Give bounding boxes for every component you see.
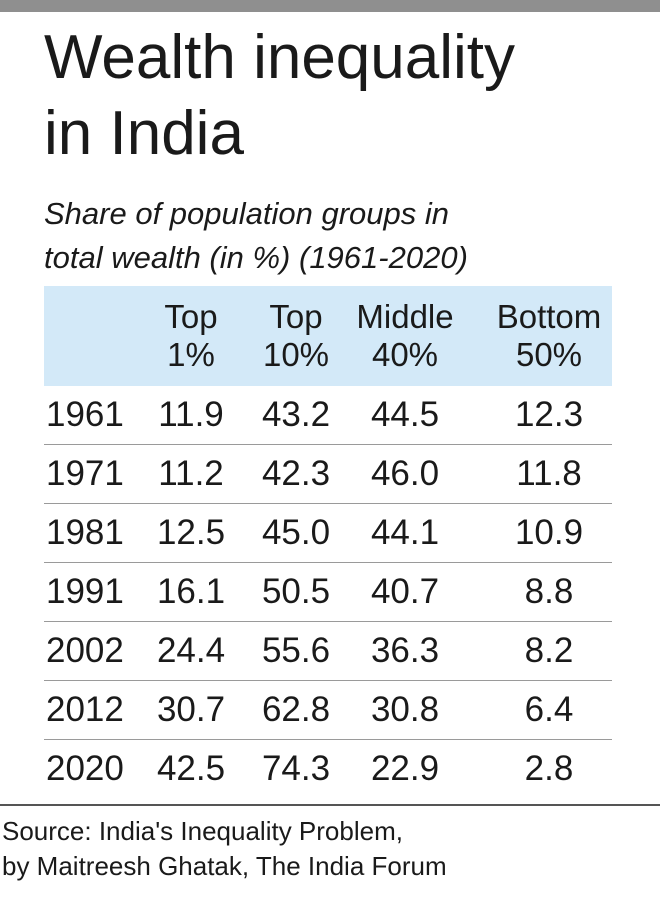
column-header-line: Middle [356, 298, 454, 335]
table-row: 2002 24.4 55.6 36.3 8.2 [44, 622, 612, 681]
title-line-2: in India [44, 99, 244, 168]
value-cell: 44.5 [370, 395, 440, 434]
year-cell: 1981 [46, 513, 124, 552]
year-cell: 2020 [46, 749, 124, 788]
value-cell: 36.3 [370, 631, 440, 670]
column-header-top-1: Top 1% [144, 298, 238, 374]
value-cell: 8.2 [524, 631, 574, 670]
value-cell: 46.0 [370, 454, 440, 493]
value-cell: 50.5 [261, 572, 331, 611]
value-cell: 10.9 [514, 513, 584, 552]
value-cell: 8.8 [524, 572, 574, 611]
table-row: 1981 12.5 45.0 44.1 10.9 [44, 504, 612, 563]
column-header-line: Bottom [496, 298, 602, 335]
title-line-1: Wealth inequality [44, 23, 516, 92]
year-cell: 2012 [46, 690, 124, 729]
source-divider [0, 804, 660, 806]
source-line-1: Source: India's Inequality Problem, [2, 816, 403, 846]
column-header-line: 1% [167, 336, 215, 373]
year-cell: 2002 [46, 631, 124, 670]
table-row: 2012 30.7 62.8 30.8 6.4 [44, 681, 612, 740]
value-cell: 2.8 [524, 749, 574, 788]
subtitle-line-1: Share of population groups in [44, 196, 450, 231]
value-cell: 6.4 [524, 690, 574, 729]
value-cell: 40.7 [370, 572, 440, 611]
subtitle-line-2: total wealth (in %) (1961-2020) [44, 240, 468, 275]
value-cell: 12.5 [156, 513, 226, 552]
value-cell: 55.6 [261, 631, 331, 670]
value-cell: 12.3 [514, 395, 584, 434]
value-cell: 45.0 [261, 513, 331, 552]
table-header: Top 1% Top 10% Middle 40% Bottom 50% [44, 286, 612, 386]
column-header-line: 40% [371, 336, 439, 373]
value-cell: 42.5 [156, 749, 226, 788]
value-cell: 44.1 [370, 513, 440, 552]
value-cell: 43.2 [261, 395, 331, 434]
wealth-share-table: Top 1% Top 10% Middle 40% Bottom 50% 196… [44, 286, 612, 798]
value-cell: 74.3 [261, 749, 331, 788]
value-cell: 11.9 [158, 395, 224, 434]
value-cell: 16.1 [156, 572, 226, 611]
value-cell: 24.4 [156, 631, 226, 670]
year-cell: 1991 [46, 572, 124, 611]
value-cell: 62.8 [261, 690, 331, 729]
table-row: 2020 42.5 74.3 22.9 2.8 [44, 740, 612, 798]
column-header-line: 10% [262, 336, 330, 373]
value-cell: 42.3 [261, 454, 331, 493]
top-bar [0, 0, 660, 12]
column-header-top-10: Top 10% [250, 298, 342, 374]
value-cell: 30.7 [156, 690, 226, 729]
column-header-bottom-50: Bottom 50% [490, 298, 608, 374]
table-row: 1971 11.2 42.3 46.0 11.8 [44, 445, 612, 504]
column-header-middle-40: Middle 40% [346, 298, 464, 374]
value-cell: 11.8 [516, 454, 582, 493]
value-cell: 30.8 [370, 690, 440, 729]
column-header-line: 50% [515, 336, 583, 373]
year-cell: 1961 [46, 395, 124, 434]
year-cell: 1971 [46, 454, 124, 493]
value-cell: 22.9 [370, 749, 440, 788]
source-note: Source: India's Inequality Problem, by M… [2, 814, 652, 884]
table-row: 1991 16.1 50.5 40.7 8.8 [44, 563, 612, 622]
chart-title: Wealth inequality in India [44, 20, 644, 172]
chart-subtitle: Share of population groups in total weal… [44, 192, 644, 280]
table-row: 1961 11.9 43.2 44.5 12.3 [44, 386, 612, 445]
column-header-line: Top [164, 298, 218, 335]
value-cell: 11.2 [158, 454, 224, 493]
column-header-line: Top [269, 298, 323, 335]
source-line-2: by Maitreesh Ghatak, The India Forum [2, 851, 447, 881]
